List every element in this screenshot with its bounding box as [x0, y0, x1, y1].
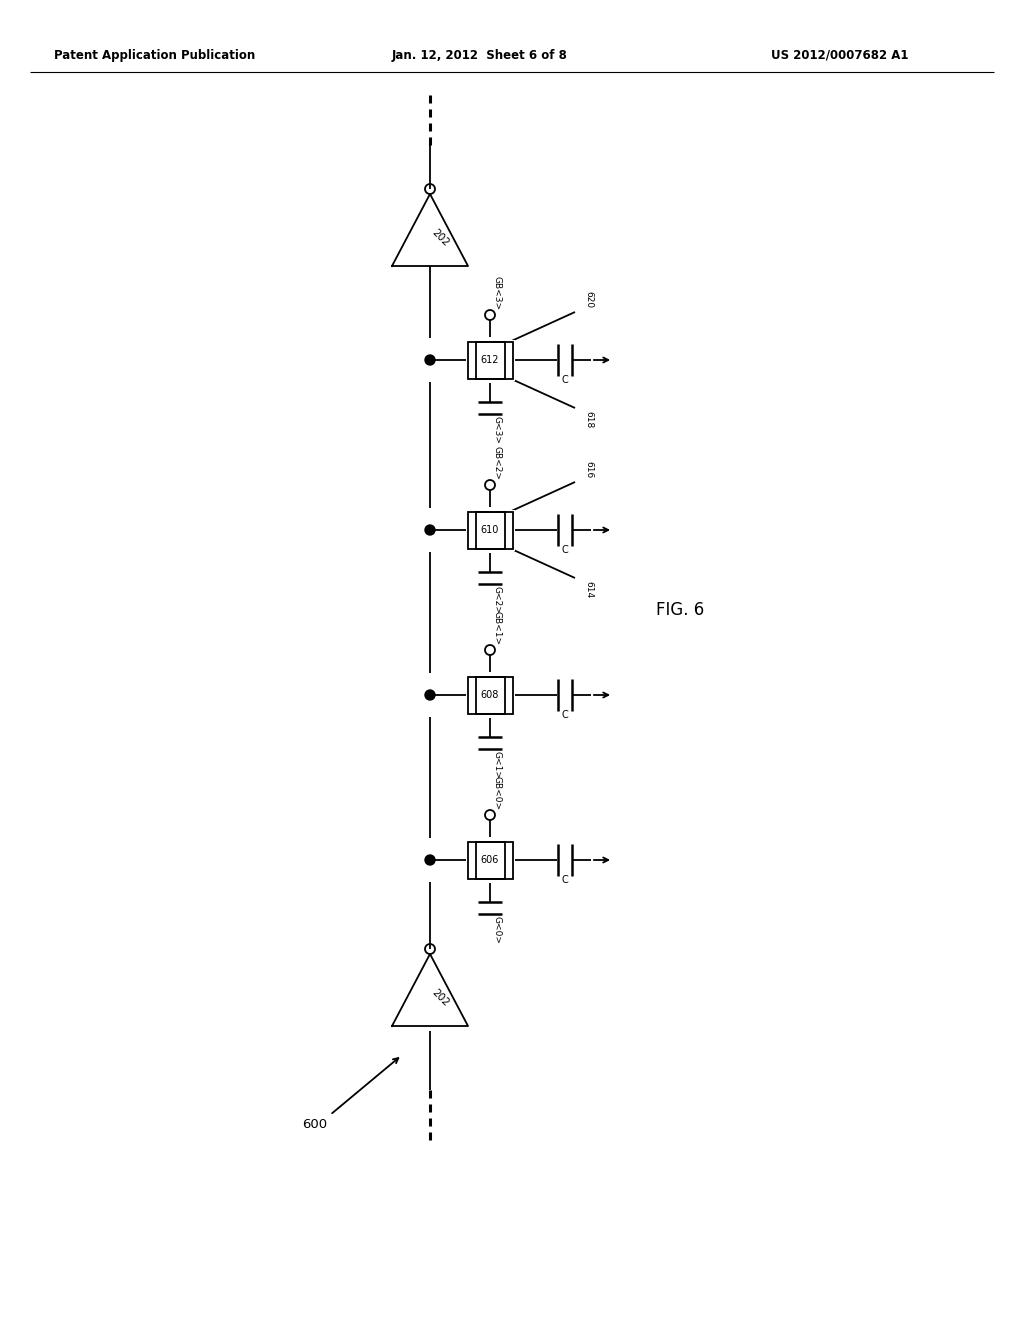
Text: 618: 618 [585, 412, 594, 429]
Text: C: C [561, 375, 568, 385]
Bar [466, 840, 514, 880]
Text: 610: 610 [481, 525, 499, 535]
Circle shape [425, 855, 435, 865]
Text: FIG. 6: FIG. 6 [656, 601, 705, 619]
Text: 600: 600 [302, 1118, 328, 1131]
Text: 606: 606 [481, 855, 499, 865]
Bar [468, 511, 505, 549]
Text: C: C [561, 545, 568, 554]
Bar [466, 675, 514, 715]
Bar [475, 342, 512, 379]
Text: C: C [561, 710, 568, 719]
Bar [475, 511, 512, 549]
Text: G<0>: G<0> [493, 916, 502, 944]
Text: Jan. 12, 2012  Sheet 6 of 8: Jan. 12, 2012 Sheet 6 of 8 [392, 49, 568, 62]
Circle shape [425, 690, 435, 700]
Text: GB<1>: GB<1> [493, 611, 502, 645]
Circle shape [425, 525, 435, 535]
Text: US 2012/0007682 A1: US 2012/0007682 A1 [771, 49, 908, 62]
Text: 608: 608 [481, 690, 499, 700]
Text: C: C [561, 875, 568, 884]
Text: 614: 614 [585, 581, 594, 598]
Text: GB<3>: GB<3> [493, 276, 502, 310]
Text: Patent Application Publication: Patent Application Publication [54, 49, 256, 62]
Text: GB<2>: GB<2> [493, 446, 502, 480]
Text: G<3>: G<3> [493, 416, 502, 444]
Text: 202: 202 [429, 987, 451, 1008]
Bar [466, 510, 514, 550]
Bar [475, 842, 512, 879]
Text: G<1>: G<1> [493, 751, 502, 779]
Text: GB<0>: GB<0> [493, 776, 502, 810]
Text: G<2>: G<2> [493, 586, 502, 614]
Bar [468, 842, 505, 879]
Circle shape [425, 355, 435, 366]
Text: 202: 202 [429, 227, 451, 248]
Bar [468, 676, 505, 714]
Bar [475, 676, 512, 714]
Text: 616: 616 [585, 462, 594, 479]
Text: 620: 620 [585, 292, 594, 309]
Bar [466, 339, 514, 380]
Bar [468, 342, 505, 379]
Text: 612: 612 [480, 355, 500, 366]
